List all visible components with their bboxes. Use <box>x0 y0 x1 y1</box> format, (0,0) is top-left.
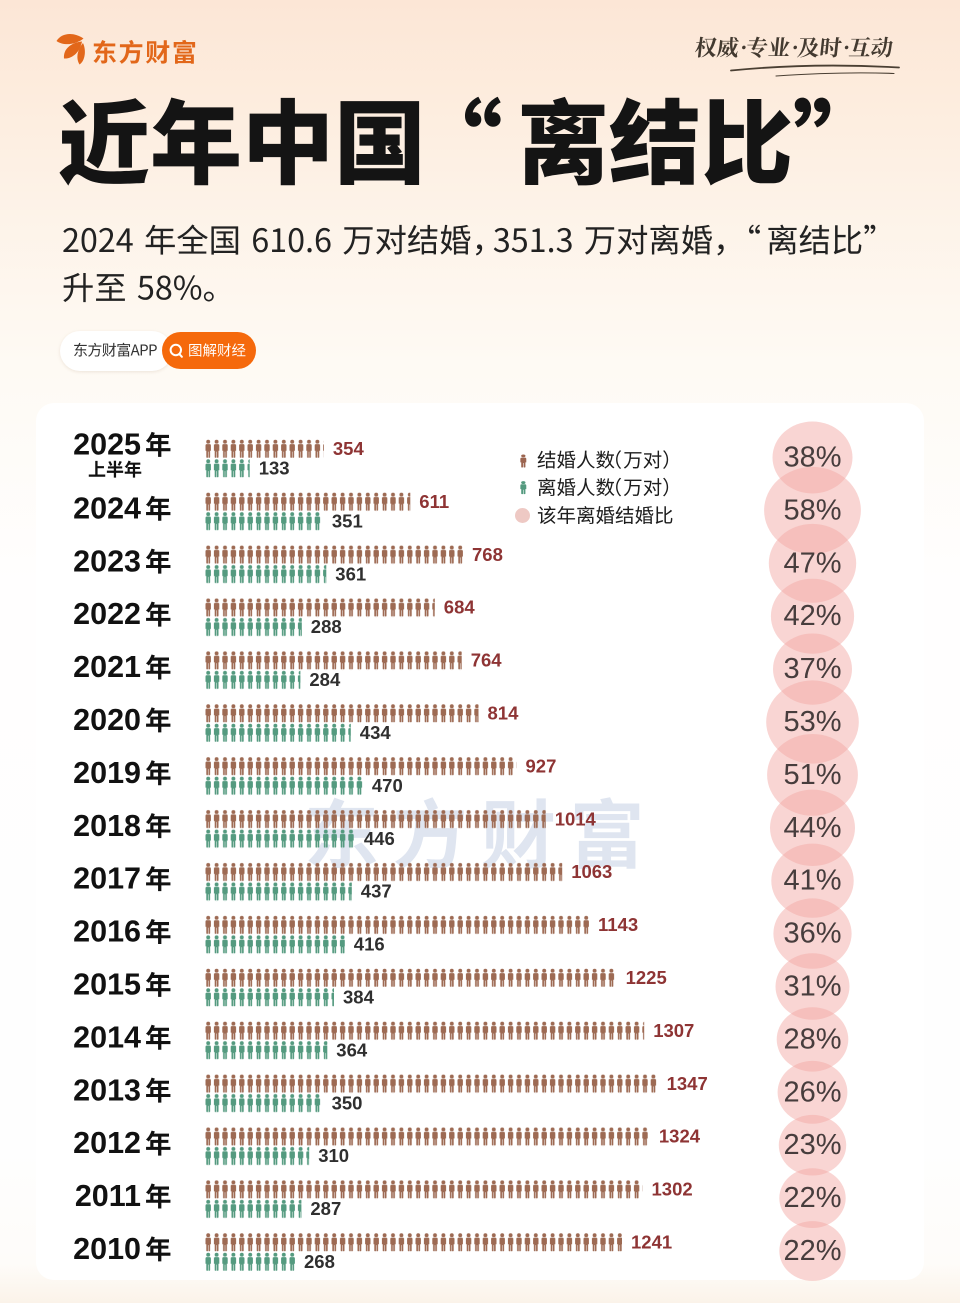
svg-text:268: 268 <box>304 1251 335 1272</box>
svg-text:2015: 2015 <box>73 968 141 1002</box>
svg-text:2012: 2012 <box>73 1126 141 1160</box>
svg-text:1302: 1302 <box>652 1179 693 1200</box>
svg-text:31%: 31% <box>783 971 841 1003</box>
svg-text:364: 364 <box>336 1039 368 1060</box>
svg-text:2011: 2011 <box>75 1179 141 1213</box>
svg-text:354: 354 <box>333 438 365 459</box>
svg-text:1324: 1324 <box>659 1126 701 1147</box>
svg-text:28%: 28% <box>783 1023 841 1055</box>
svg-text:768: 768 <box>472 544 503 565</box>
svg-text:47%: 47% <box>783 547 841 579</box>
svg-text:310: 310 <box>318 1145 349 1166</box>
svg-text:446: 446 <box>364 828 395 849</box>
svg-text:23%: 23% <box>783 1129 841 1161</box>
svg-text:288: 288 <box>311 616 342 637</box>
svg-text:22%: 22% <box>783 1235 841 1267</box>
svg-text:2013: 2013 <box>73 1073 141 1107</box>
svg-text:1241: 1241 <box>631 1232 672 1253</box>
svg-text:1347: 1347 <box>667 1073 708 1094</box>
svg-text:384: 384 <box>343 987 375 1008</box>
svg-text:2021: 2021 <box>73 650 141 684</box>
svg-text:2019: 2019 <box>73 756 141 790</box>
svg-text:814: 814 <box>488 703 520 724</box>
svg-text:58%: 58% <box>783 494 841 526</box>
svg-text:350: 350 <box>332 1092 363 1113</box>
svg-text:38%: 38% <box>783 442 841 474</box>
svg-text:2014: 2014 <box>73 1020 141 1054</box>
svg-text:2025: 2025 <box>73 428 141 462</box>
svg-text:36%: 36% <box>783 918 841 950</box>
svg-text:416: 416 <box>354 934 385 955</box>
svg-text:42%: 42% <box>783 600 841 632</box>
svg-text:927: 927 <box>526 755 557 776</box>
svg-text:2017: 2017 <box>73 862 141 896</box>
svg-text:434: 434 <box>360 722 392 743</box>
svg-text:287: 287 <box>310 1198 341 1219</box>
svg-text:2022: 2022 <box>73 597 141 631</box>
svg-text:37%: 37% <box>783 653 841 685</box>
svg-text:1225: 1225 <box>626 967 667 988</box>
svg-text:1014: 1014 <box>555 808 597 829</box>
svg-text:2018: 2018 <box>73 809 141 843</box>
svg-text:470: 470 <box>372 775 403 796</box>
svg-text:51%: 51% <box>783 759 841 791</box>
svg-text:611: 611 <box>419 491 449 512</box>
svg-text:44%: 44% <box>783 812 841 844</box>
svg-text:22%: 22% <box>783 1182 841 1214</box>
svg-text:1307: 1307 <box>653 1020 694 1041</box>
svg-text:26%: 26% <box>783 1076 841 1108</box>
svg-text:764: 764 <box>471 650 503 671</box>
svg-text:684: 684 <box>444 597 476 618</box>
svg-text:53%: 53% <box>783 706 841 738</box>
svg-text:1063: 1063 <box>571 861 612 882</box>
svg-text:351: 351 <box>332 510 363 531</box>
svg-text:437: 437 <box>361 881 392 902</box>
svg-text:133: 133 <box>259 458 290 479</box>
svg-text:2023: 2023 <box>73 544 141 578</box>
svg-text:2024: 2024 <box>73 491 141 525</box>
svg-text:2016: 2016 <box>73 915 141 949</box>
svg-text:2010: 2010 <box>73 1232 141 1266</box>
svg-text:1143: 1143 <box>598 914 638 935</box>
svg-text:2020: 2020 <box>73 703 141 737</box>
svg-text:361: 361 <box>335 563 366 584</box>
svg-text:41%: 41% <box>783 865 841 897</box>
svg-text:284: 284 <box>309 669 341 690</box>
